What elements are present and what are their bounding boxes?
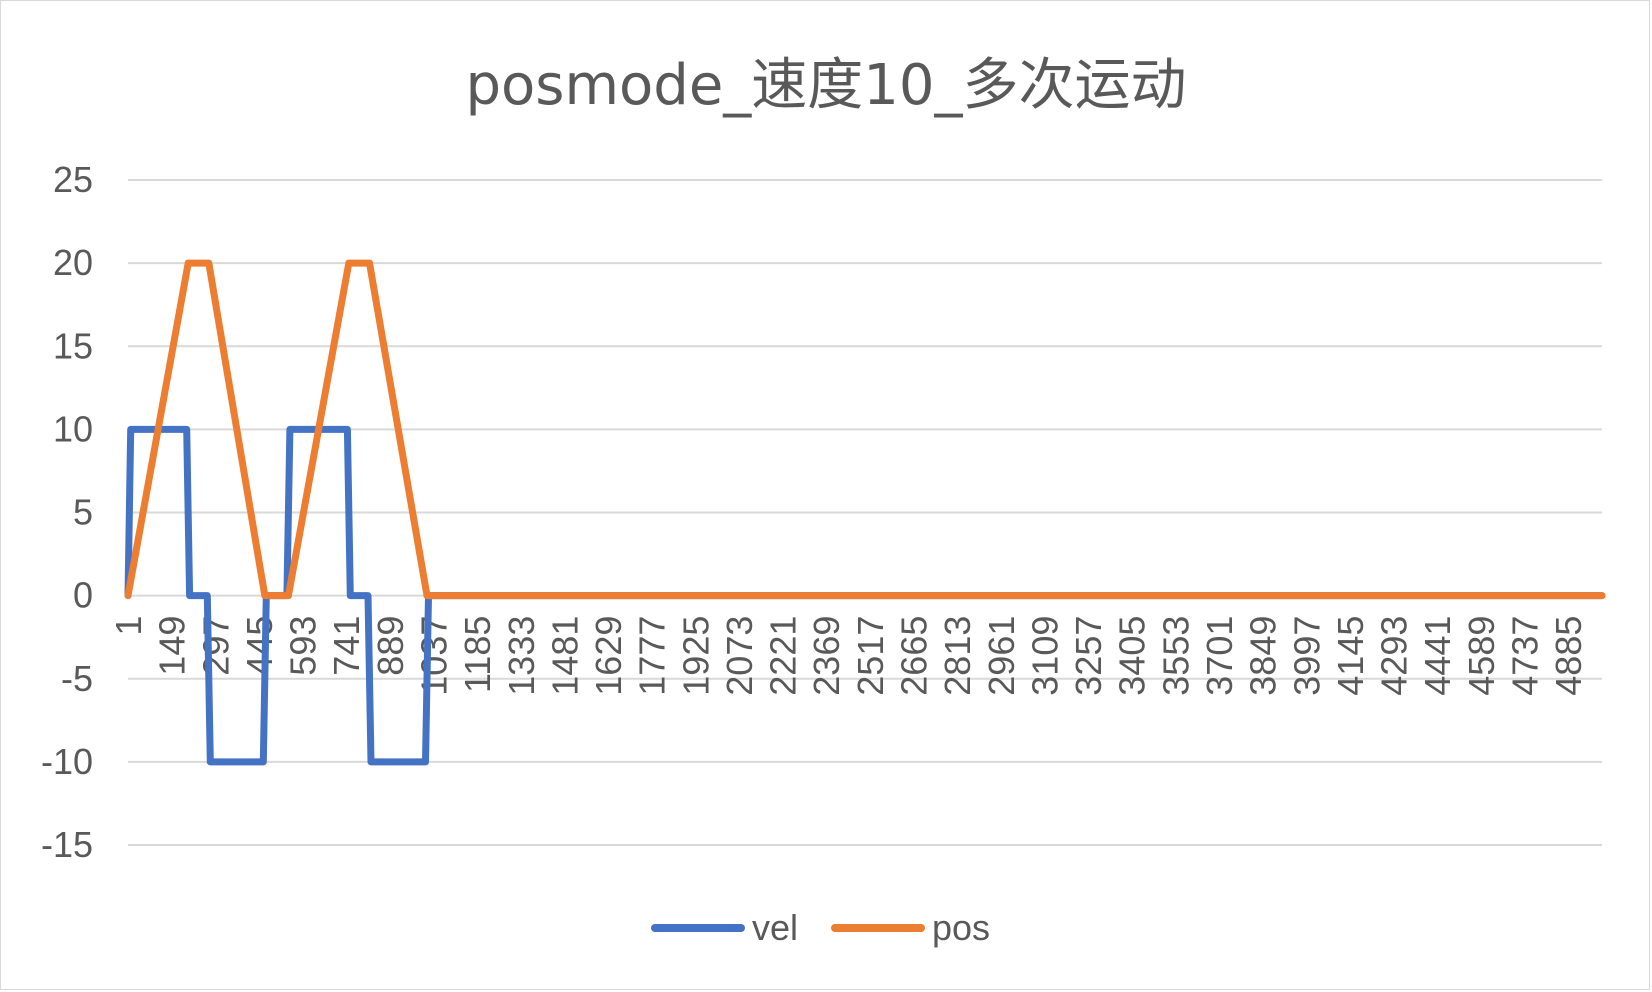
y-tick-label: 15 (53, 325, 93, 366)
legend-label-pos: pos (932, 907, 990, 948)
x-tick-label: 593 (283, 616, 324, 676)
y-tick-label: 5 (73, 492, 93, 533)
x-tick-label: 3553 (1155, 616, 1196, 696)
x-tick-label: 4441 (1417, 616, 1458, 696)
x-tick-label: 1629 (588, 616, 629, 696)
x-tick-label: 889 (370, 616, 411, 676)
chart-title: posmode_速度10_多次运动 (465, 53, 1187, 118)
x-tick-label: 4885 (1548, 616, 1589, 696)
x-tick-label: 297 (195, 616, 236, 676)
x-tick-label: 1777 (632, 616, 673, 696)
x-tick-label: 1925 (675, 616, 716, 696)
x-tick-label: 2369 (806, 616, 847, 696)
y-tick-label: 0 (73, 575, 93, 616)
x-tick-label: 3257 (1068, 616, 1109, 696)
x-tick-label: 2813 (937, 616, 978, 696)
y-tick-label: -10 (41, 741, 93, 782)
x-tick-label: 445 (239, 616, 280, 676)
series-lines (124, 259, 1606, 766)
series-line-pos (124, 259, 1606, 600)
y-tick-label: -15 (41, 824, 93, 865)
x-tick-label: 2517 (850, 616, 891, 696)
x-tick-label: 2073 (719, 616, 760, 696)
legend: vel pos (651, 907, 990, 948)
y-tick-label: 10 (53, 408, 93, 449)
x-axis-ticks: 1 149 297 445 593 741 889 1037 1185 1333 1481 1629 1… (108, 616, 1589, 696)
x-tick-label: 4293 (1374, 616, 1415, 696)
x-tick-label: 1037 (413, 616, 454, 696)
x-tick-label: 1333 (501, 616, 542, 696)
x-tick-label: 3405 (1112, 616, 1153, 696)
legend-label-vel: vel (752, 907, 798, 948)
x-tick-label: 2221 (763, 616, 804, 696)
x-tick-label: 4145 (1330, 616, 1371, 696)
x-tick-label: 4589 (1461, 616, 1502, 696)
y-tick-label: 25 (53, 159, 93, 200)
x-tick-label: 3997 (1286, 616, 1327, 696)
x-tick-label: 2961 (981, 616, 1022, 696)
x-tick-label: 3701 (1199, 616, 1240, 696)
x-tick-label: 2665 (894, 616, 935, 696)
x-tick-label: 3109 (1024, 616, 1065, 696)
x-tick-label: 4737 (1504, 616, 1545, 696)
y-axis-ticks: 25 20 15 10 5 0 -5 -10 -15 (41, 159, 93, 865)
x-tick-label: 741 (326, 616, 367, 676)
y-tick-label: 20 (53, 242, 93, 283)
x-tick-label: 1481 (544, 616, 585, 696)
y-tick-label: -5 (61, 658, 93, 699)
x-tick-label: 149 (152, 616, 193, 676)
x-tick-label: 1 (108, 616, 149, 636)
x-tick-label: 3849 (1243, 616, 1284, 696)
x-tick-label: 1185 (457, 616, 498, 693)
